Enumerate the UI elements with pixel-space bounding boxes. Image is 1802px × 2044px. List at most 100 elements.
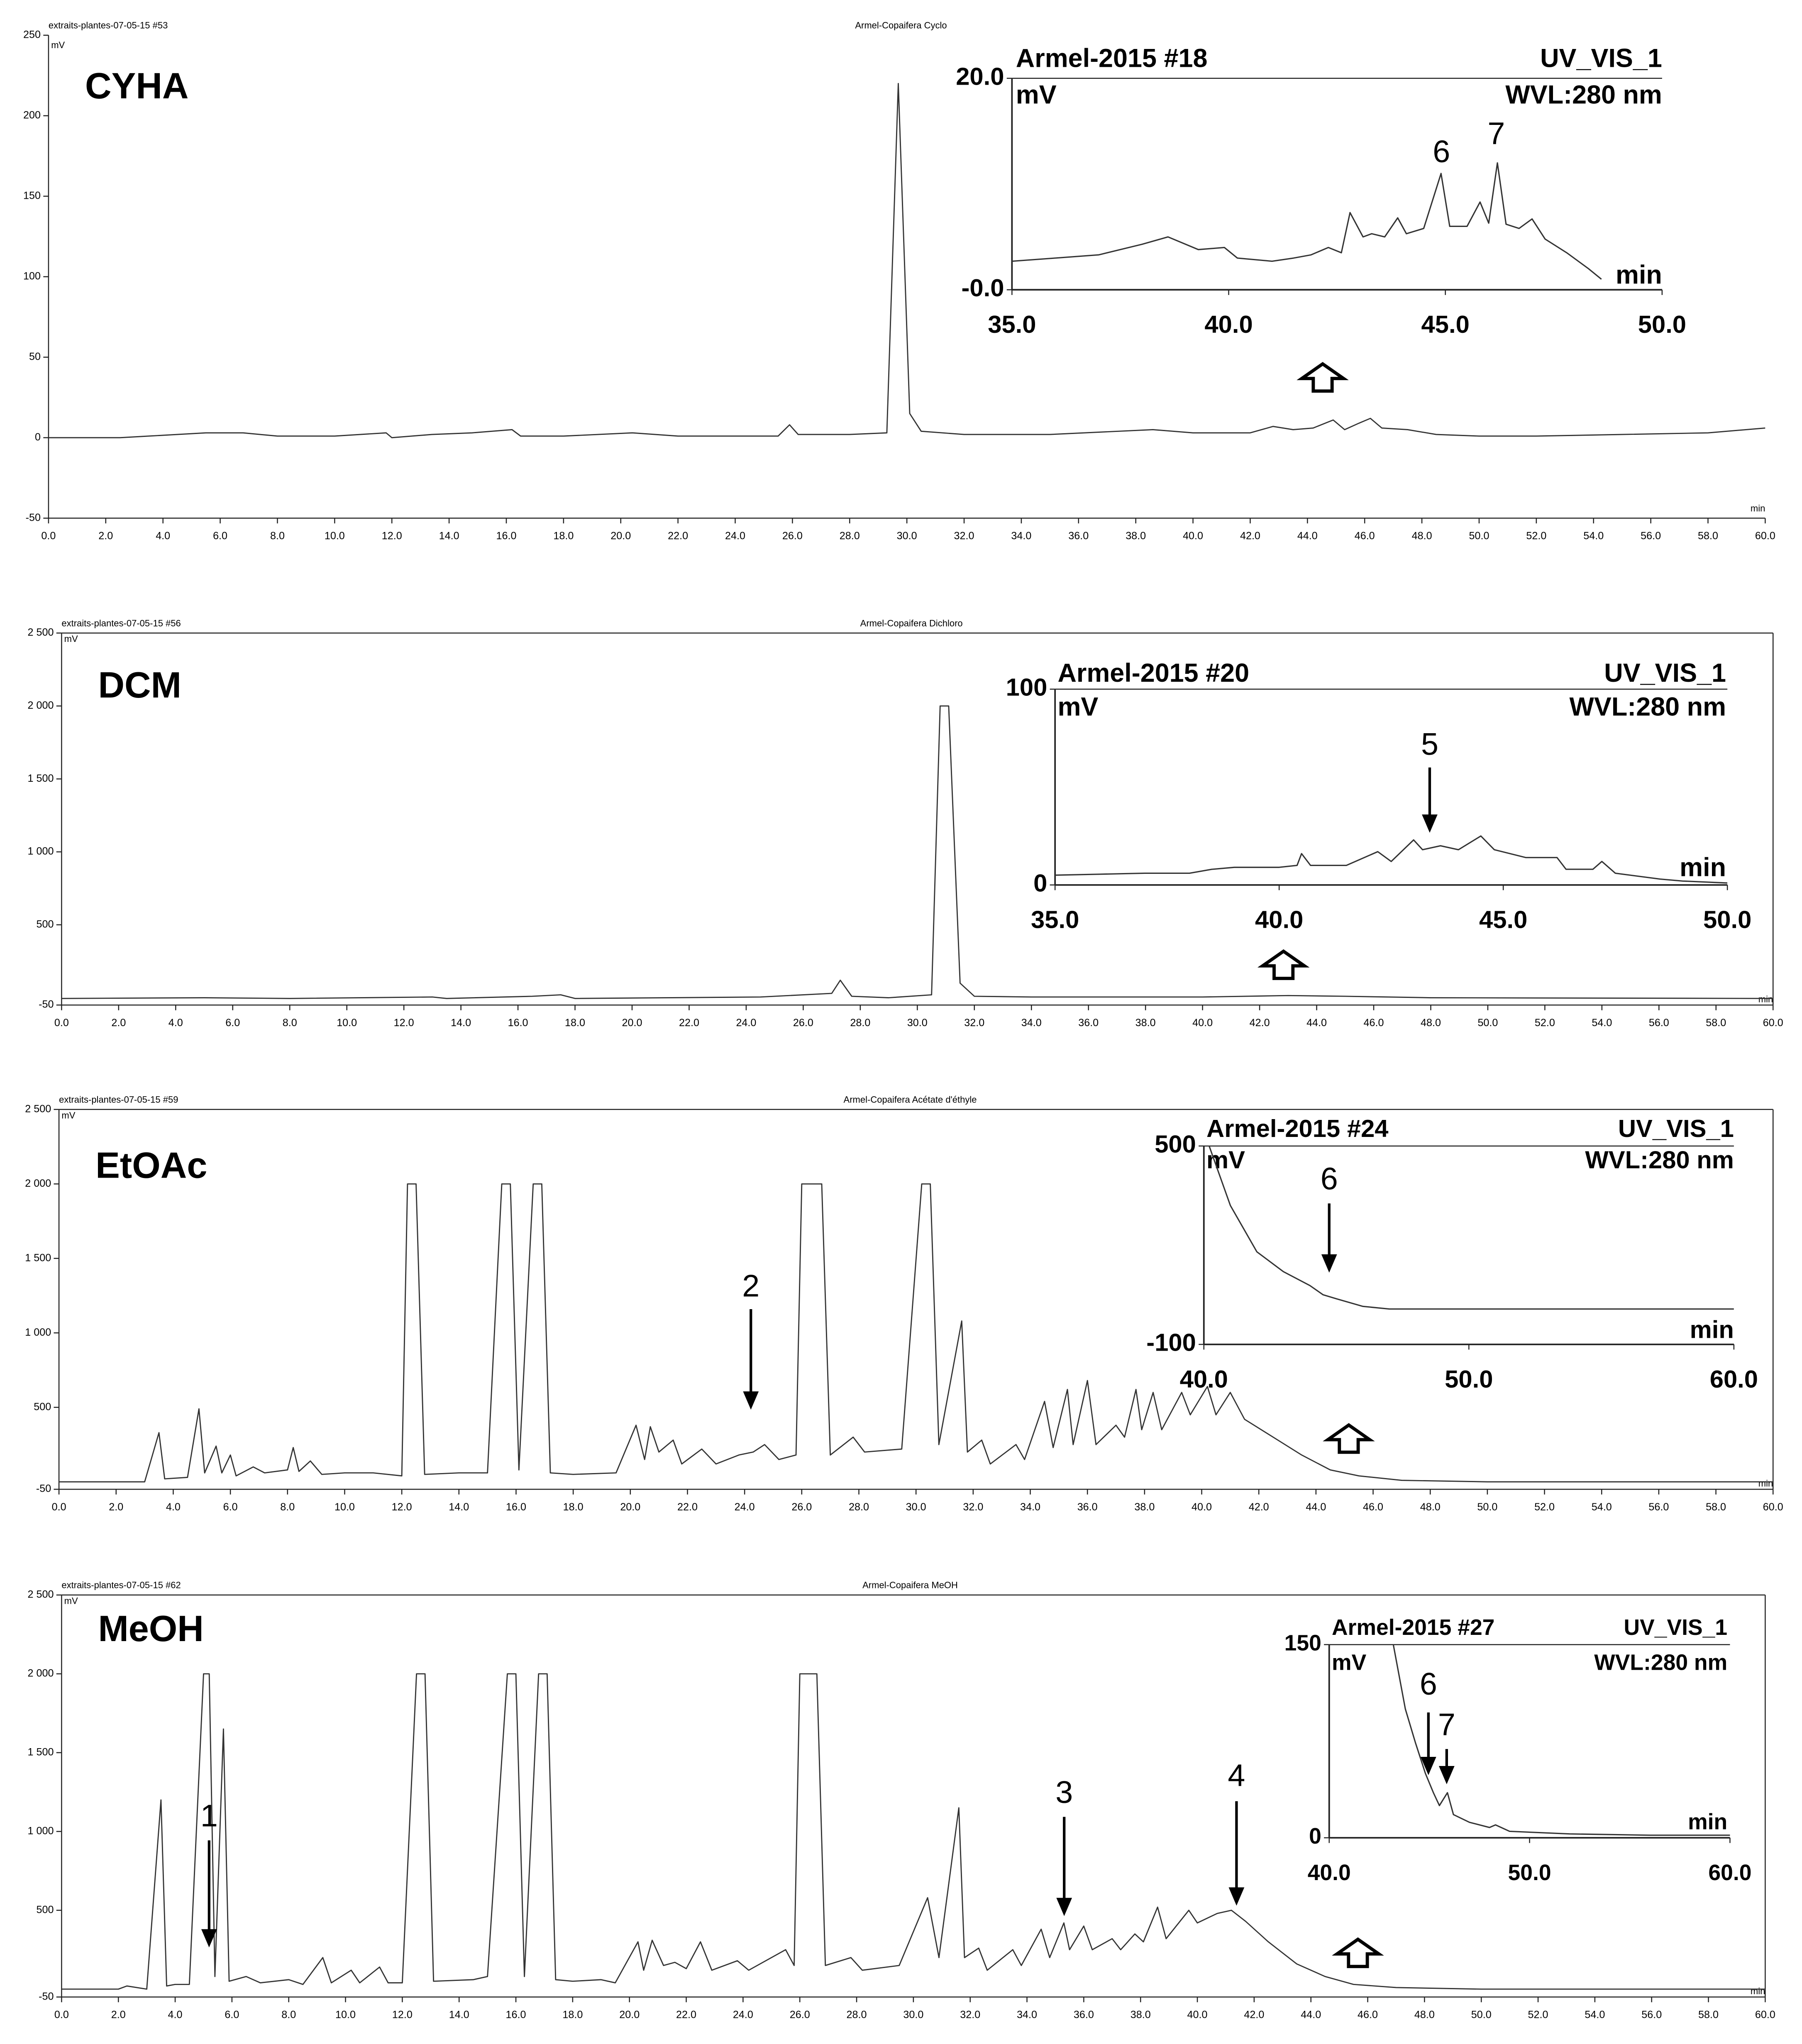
x-unit: min <box>1616 260 1662 289</box>
y-tick-label: 100 <box>1006 673 1048 701</box>
x-tick-label: 40.0 <box>1255 906 1303 934</box>
x-tick-label: 22.0 <box>668 530 688 541</box>
y-unit: mV <box>1332 1651 1367 1675</box>
x-tick-label: 0.0 <box>52 1501 66 1513</box>
title: extraits-plantes-07-05-15 #53 <box>49 20 168 31</box>
x-tick-label: 56.0 <box>1641 2009 1662 2020</box>
x-tick-label: 8.0 <box>280 1501 295 1513</box>
x-tick-label: 56.0 <box>1648 1501 1669 1513</box>
x-tick-label: 20.0 <box>610 530 631 541</box>
zoom-arrow <box>1257 949 1310 980</box>
x-tick-label: 35.0 <box>988 310 1036 338</box>
peak-arrow-head <box>1422 814 1438 833</box>
y-tick-label: 20.0 <box>956 63 1004 90</box>
y-tick-label: -0.0 <box>962 274 1004 302</box>
y-tick-label: 1 000 <box>28 1825 54 1837</box>
x-tick-label: 24.0 <box>725 530 745 541</box>
x-unit: min <box>1758 994 1773 1004</box>
x-tick-label: 0.0 <box>54 2009 69 2020</box>
x-tick-label: 38.0 <box>1135 1017 1156 1029</box>
x-tick-label: 50.0 <box>1445 1365 1493 1393</box>
title: extraits-plantes-07-05-15 #62 <box>61 1580 181 1590</box>
x-tick-label: 28.0 <box>847 2009 867 2020</box>
x-tick-label: 10.0 <box>335 2009 356 2020</box>
y-unit: mV <box>1016 80 1057 109</box>
subtitle: Armel-Copaifera Cyclo <box>855 20 947 31</box>
subtitle: Armel-Copaifera MeOH <box>862 1580 958 1590</box>
zoom-arrow <box>1297 362 1349 393</box>
x-tick-label: 6.0 <box>225 1017 240 1029</box>
x-unit: min <box>1751 503 1765 514</box>
x-tick-label: 42.0 <box>1249 1501 1269 1513</box>
x-tick-label: 40.0 <box>1183 530 1203 541</box>
y-unit: mV <box>51 40 65 50</box>
x-tick-label: 14.0 <box>449 1501 469 1513</box>
x-tick-label: 58.0 <box>1698 530 1718 541</box>
x-tick-label: 14.0 <box>449 2009 469 2020</box>
y-tick-label: 500 <box>37 1904 54 1915</box>
peak-label: 4 <box>1228 1758 1245 1793</box>
y-tick-label: -100 <box>1146 1329 1196 1356</box>
label: MeOH <box>98 1608 203 1649</box>
peak-label: 7 <box>1438 1707 1455 1742</box>
x-tick-label: 46.0 <box>1358 2009 1378 2020</box>
title: Armel-2015 #18 <box>1016 44 1208 73</box>
x-tick-label: 24.0 <box>735 1501 755 1513</box>
x-tick-label: 10.0 <box>325 530 345 541</box>
x-tick-label: 38.0 <box>1131 2009 1151 2020</box>
x-tick-label: 38.0 <box>1126 530 1146 541</box>
x-tick-label: 32.0 <box>963 1501 983 1513</box>
x-tick-label: 26.0 <box>793 1017 813 1029</box>
x-tick-label: 0.0 <box>54 1017 69 1029</box>
y-tick-label: -50 <box>26 512 41 523</box>
y-tick-label: 150 <box>23 190 41 202</box>
x-tick-label: 48.0 <box>1414 2009 1435 2020</box>
title: Armel-2015 #27 <box>1332 1615 1494 1640</box>
x-tick-label: 4.0 <box>168 1017 183 1029</box>
y-tick-label: 0 <box>35 431 41 443</box>
x-tick-label: 16.0 <box>506 1501 526 1513</box>
peak-arrow-head <box>1438 1766 1455 1785</box>
y-tick-label: 250 <box>23 29 41 41</box>
x-tick-label: 58.0 <box>1706 1017 1726 1029</box>
x-tick-label: 36.0 <box>1077 1501 1098 1513</box>
x-tick-label: 18.0 <box>565 1017 585 1029</box>
wavelength: WVL:280 nm <box>1570 693 1726 722</box>
y-tick-label: 0 <box>1033 869 1047 897</box>
x-tick-label: 16.0 <box>496 530 516 541</box>
channel: UV_VIS_1 <box>1624 1615 1727 1640</box>
channel: UV_VIS_1 <box>1540 44 1662 73</box>
x-tick-label: 10.0 <box>335 1501 355 1513</box>
x-unit: min <box>1751 1986 1765 1996</box>
x-tick-label: 12.0 <box>392 2009 413 2020</box>
peak-label: 6 <box>1433 134 1450 169</box>
x-tick-label: 34.0 <box>1020 1501 1040 1513</box>
y-unit: mV <box>64 634 78 644</box>
y-tick-label: 2 500 <box>28 627 54 638</box>
chromatogram-line <box>1055 835 1728 884</box>
y-tick-label: 200 <box>23 110 41 121</box>
x-unit: min <box>1758 1478 1773 1488</box>
label: DCM <box>98 664 181 705</box>
x-tick-label: 8.0 <box>270 530 285 541</box>
peak-label: 1 <box>200 1798 218 1833</box>
x-tick-label: 52.0 <box>1526 530 1546 541</box>
peak-arrow-head <box>743 1391 759 1410</box>
x-tick-label: 38.0 <box>1134 1501 1155 1513</box>
y-tick-label: 2 000 <box>28 700 54 711</box>
y-tick-label: 500 <box>1155 1130 1196 1158</box>
x-tick-label: 6.0 <box>213 530 227 541</box>
x-tick-label: 40.0 <box>1180 1365 1228 1393</box>
x-tick-label: 46.0 <box>1364 1017 1384 1029</box>
x-tick-label: 45.0 <box>1479 906 1527 934</box>
x-tick-label: 50.0 <box>1508 1861 1551 1885</box>
x-tick-label: 50.0 <box>1471 2009 1492 2020</box>
x-tick-label: 4.0 <box>166 1501 181 1513</box>
y-tick-label: 1 500 <box>28 773 54 784</box>
x-tick-label: 32.0 <box>960 2009 980 2020</box>
inset-background <box>1056 689 1728 884</box>
x-tick-label: 40.0 <box>1204 310 1253 338</box>
x-tick-label: 22.0 <box>676 2009 696 2020</box>
inset-background <box>1205 1146 1734 1343</box>
